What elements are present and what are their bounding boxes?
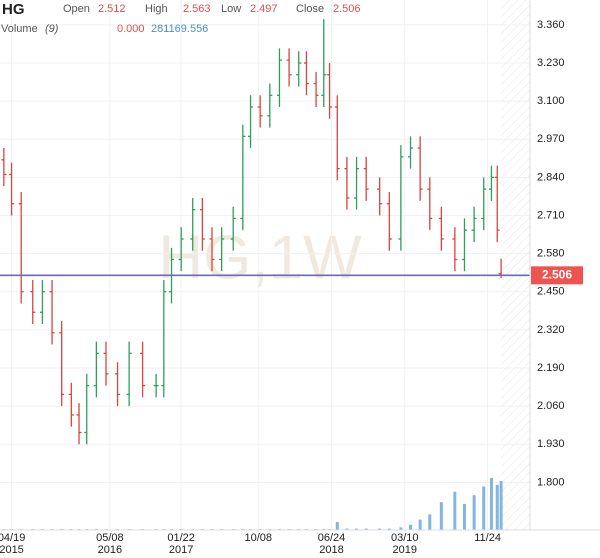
x-tick-sublabel: 2017 xyxy=(169,544,193,556)
last-price-box xyxy=(531,266,583,285)
volume-readout: 281169.556 xyxy=(151,23,208,35)
volume-bar xyxy=(418,519,422,530)
x-tick-label: 11/24 xyxy=(474,532,501,544)
low-label: Low xyxy=(221,3,241,15)
volume-bar xyxy=(355,528,359,530)
open-label: Open xyxy=(63,3,90,15)
volume-bar xyxy=(409,524,413,530)
volume-bar xyxy=(387,528,391,530)
y-tick-label: 2.970 xyxy=(537,133,565,145)
high-value: 2.563 xyxy=(183,3,211,15)
volume-bar xyxy=(482,486,486,530)
low-value: 2.497 xyxy=(250,3,278,15)
x-tick-sublabel: 2018 xyxy=(319,544,343,556)
x-tick-label: 03/10 xyxy=(391,532,419,544)
volume-bar xyxy=(472,495,476,530)
volume-bar xyxy=(428,514,432,530)
symbol: HG xyxy=(2,1,25,18)
volume-bar xyxy=(499,481,503,530)
volume-label: Volume xyxy=(1,23,38,35)
volume-bar xyxy=(489,477,493,530)
volume-readout: 0.000 xyxy=(117,23,145,35)
y-tick-label: 1.930 xyxy=(537,438,565,450)
y-tick-label: 2.320 xyxy=(537,324,565,336)
volume-bar xyxy=(364,528,368,530)
x-tick-label: 04/19 xyxy=(0,532,25,544)
y-tick-label: 3.360 xyxy=(537,19,565,31)
high-label: High xyxy=(145,3,168,15)
x-tick-label: 01/22 xyxy=(167,532,195,544)
volume-bar xyxy=(345,528,349,530)
volume-bar xyxy=(453,491,457,530)
y-tick-label: 2.840 xyxy=(537,171,565,183)
open-value: 2.512 xyxy=(98,3,126,15)
last-price-label: 2.506 xyxy=(542,268,572,282)
x-tick-sublabel: 2016 xyxy=(98,544,122,556)
y-tick-label: 2.060 xyxy=(537,400,565,412)
volume-period: (9) xyxy=(45,23,59,35)
y-tick-label: 2.450 xyxy=(537,286,565,298)
y-tick-label: 2.190 xyxy=(537,362,565,374)
close-label: Close xyxy=(296,3,324,15)
y-tick-label: 3.230 xyxy=(537,57,565,69)
volume-bar xyxy=(335,522,339,530)
y-tick-label: 2.710 xyxy=(537,209,565,221)
x-tick-label: 06/24 xyxy=(318,532,346,544)
y-tick-label: 2.580 xyxy=(537,248,565,260)
volume-bar xyxy=(462,503,466,530)
y-tick-label: 1.800 xyxy=(537,476,565,488)
volume-bar xyxy=(495,484,499,530)
x-tick-label: 05/08 xyxy=(96,532,124,544)
volume-bar xyxy=(378,528,382,530)
x-tick-sublabel: 2015 xyxy=(0,544,24,556)
x-tick-label: 10/08 xyxy=(244,532,272,544)
y-tick-label: 3.100 xyxy=(537,95,565,107)
volume-bar xyxy=(399,527,403,530)
x-tick-sublabel: 2019 xyxy=(392,544,416,556)
volume-bar xyxy=(439,502,443,530)
close-value: 2.506 xyxy=(333,3,361,15)
future-area xyxy=(501,0,530,530)
